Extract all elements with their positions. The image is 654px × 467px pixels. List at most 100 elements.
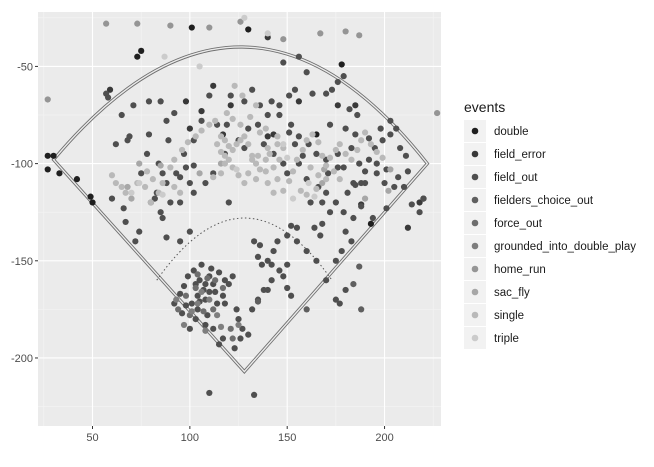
data-point xyxy=(299,152,306,159)
data-point xyxy=(237,18,244,25)
data-point xyxy=(307,164,314,171)
data-point xyxy=(348,156,355,163)
legend-item-field-out: field_out xyxy=(464,166,538,188)
data-point xyxy=(245,170,252,177)
data-point xyxy=(200,308,207,315)
data-point xyxy=(233,306,240,313)
data-point xyxy=(284,154,291,161)
data-point xyxy=(132,238,139,245)
data-point xyxy=(309,90,316,97)
data-point xyxy=(249,86,256,93)
data-point xyxy=(44,96,51,103)
data-point xyxy=(134,20,141,27)
data-point xyxy=(231,82,238,89)
legend-label: triple xyxy=(494,333,519,345)
data-point xyxy=(202,327,209,334)
data-point xyxy=(313,150,320,157)
data-point xyxy=(287,121,295,128)
data-point xyxy=(103,20,110,27)
data-point xyxy=(361,195,369,202)
data-point xyxy=(177,189,184,196)
data-point xyxy=(324,170,332,177)
data-point xyxy=(313,257,320,264)
field-outline-inner xyxy=(52,46,429,373)
data-point xyxy=(286,129,293,136)
data-point xyxy=(287,292,295,299)
data-point xyxy=(252,160,260,167)
data-point xyxy=(256,129,264,136)
data-point xyxy=(221,160,228,167)
data-point xyxy=(190,162,197,169)
data-point xyxy=(356,263,363,270)
data-point xyxy=(163,117,170,124)
data-point xyxy=(404,168,412,175)
data-point xyxy=(190,267,197,274)
data-point xyxy=(268,277,275,284)
legend-label: double xyxy=(494,126,529,138)
data-point xyxy=(352,102,359,109)
data-point xyxy=(214,312,221,319)
data-point xyxy=(227,92,234,99)
data-point xyxy=(126,133,133,140)
data-point xyxy=(182,302,190,309)
data-point xyxy=(192,284,199,292)
data-point xyxy=(237,121,244,128)
series-triple xyxy=(128,14,318,202)
data-point xyxy=(323,90,330,97)
data-point xyxy=(206,24,213,31)
legend-item-fielders-choice-out: fielders_choice_out xyxy=(464,189,594,211)
data-point xyxy=(383,205,390,212)
data-point xyxy=(159,170,166,177)
data-point xyxy=(225,156,232,163)
data-point xyxy=(274,141,281,148)
data-point xyxy=(252,176,260,183)
data-point xyxy=(221,277,228,284)
data-point xyxy=(254,253,262,261)
data-point xyxy=(225,281,232,288)
data-point xyxy=(215,341,223,348)
data-point xyxy=(212,117,219,124)
legend-label: grounded_into_double_play xyxy=(494,241,636,253)
data-point xyxy=(171,183,178,191)
data-point xyxy=(124,183,131,191)
data-point xyxy=(387,166,394,173)
data-point xyxy=(299,146,306,154)
data-point xyxy=(215,269,223,276)
data-point xyxy=(280,141,287,148)
data-point xyxy=(194,300,201,307)
data-point xyxy=(73,176,81,183)
x-tick-label: 150 xyxy=(278,432,296,444)
data-point xyxy=(270,189,277,196)
data-point xyxy=(293,224,301,231)
data-point xyxy=(373,170,380,177)
data-point xyxy=(393,125,400,132)
data-point xyxy=(315,139,322,146)
data-point xyxy=(136,160,143,167)
data-point xyxy=(143,150,151,157)
data-point xyxy=(391,183,398,191)
data-point xyxy=(434,109,441,117)
data-point xyxy=(293,238,301,245)
data-point xyxy=(214,141,221,148)
data-point xyxy=(332,146,339,154)
data-point xyxy=(270,247,277,255)
data-point xyxy=(264,179,271,187)
data-point xyxy=(354,111,361,119)
legend-key xyxy=(471,127,479,135)
legend-title: events xyxy=(464,99,505,115)
data-point xyxy=(212,288,219,295)
data-point xyxy=(167,164,174,171)
x-tick-label: 200 xyxy=(375,432,393,444)
data-point xyxy=(348,238,355,245)
data-point xyxy=(134,53,141,60)
x-tick-label: 50 xyxy=(86,432,98,444)
data-point xyxy=(295,133,302,140)
data-point xyxy=(367,220,375,227)
x-tick-label: 100 xyxy=(181,432,199,444)
data-point xyxy=(106,86,114,93)
data-point xyxy=(219,335,227,342)
data-point xyxy=(326,209,334,216)
data-point xyxy=(130,102,137,109)
data-point xyxy=(367,141,375,148)
data-point xyxy=(323,189,330,196)
